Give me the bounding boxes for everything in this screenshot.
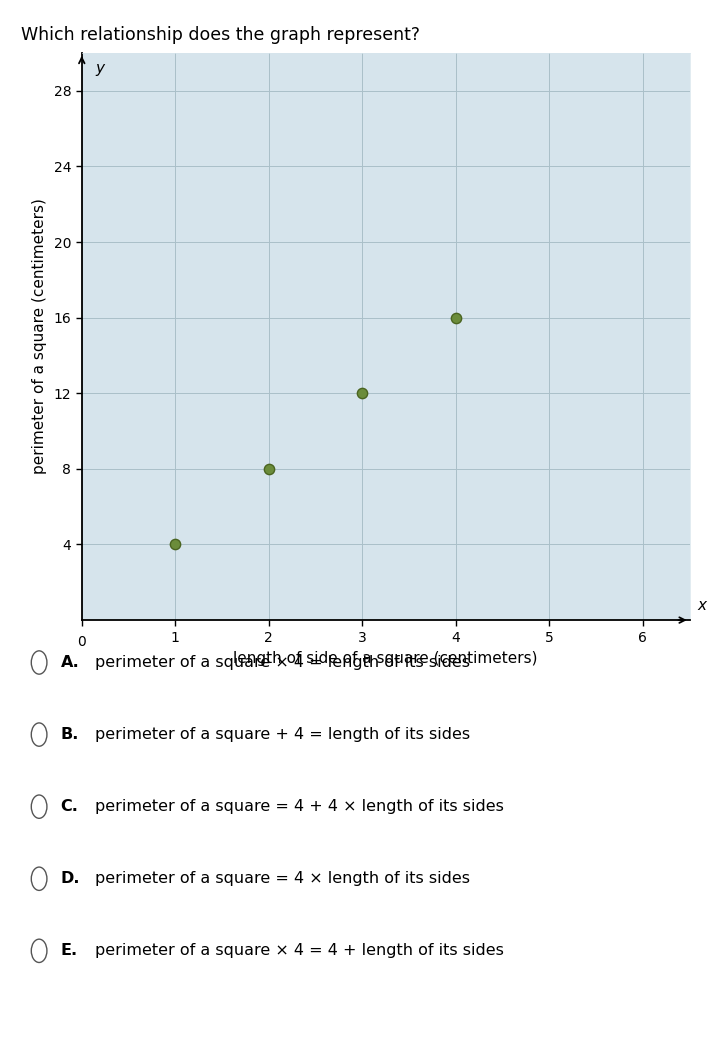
Text: E.: E.: [60, 943, 77, 958]
Text: perimeter of a square = 4 + 4 × length of its sides: perimeter of a square = 4 + 4 × length o…: [95, 799, 503, 814]
Text: B.: B.: [60, 727, 79, 742]
Text: perimeter of a square × 4 = 4 + length of its sides: perimeter of a square × 4 = 4 + length o…: [95, 943, 503, 958]
Text: 0: 0: [77, 635, 86, 649]
Text: Which relationship does the graph represent?: Which relationship does the graph repres…: [21, 26, 420, 45]
Text: perimeter of a square × 4 = length of its sides: perimeter of a square × 4 = length of it…: [95, 655, 469, 670]
Text: A.: A.: [60, 655, 79, 670]
Point: [357, 385, 368, 402]
X-axis label: length of side of a square (centimeters): length of side of a square (centimeters): [233, 652, 538, 667]
Text: perimeter of a square + 4 = length of its sides: perimeter of a square + 4 = length of it…: [95, 727, 470, 742]
Point: [170, 536, 181, 553]
Point: [450, 310, 461, 326]
Text: x: x: [697, 599, 706, 614]
Text: C.: C.: [60, 799, 78, 814]
Y-axis label: perimeter of a square (centimeters): perimeter of a square (centimeters): [32, 198, 47, 475]
Text: D.: D.: [60, 871, 80, 886]
Text: y: y: [96, 60, 105, 75]
Point: [263, 460, 274, 477]
Text: perimeter of a square = 4 × length of its sides: perimeter of a square = 4 × length of it…: [95, 871, 469, 886]
